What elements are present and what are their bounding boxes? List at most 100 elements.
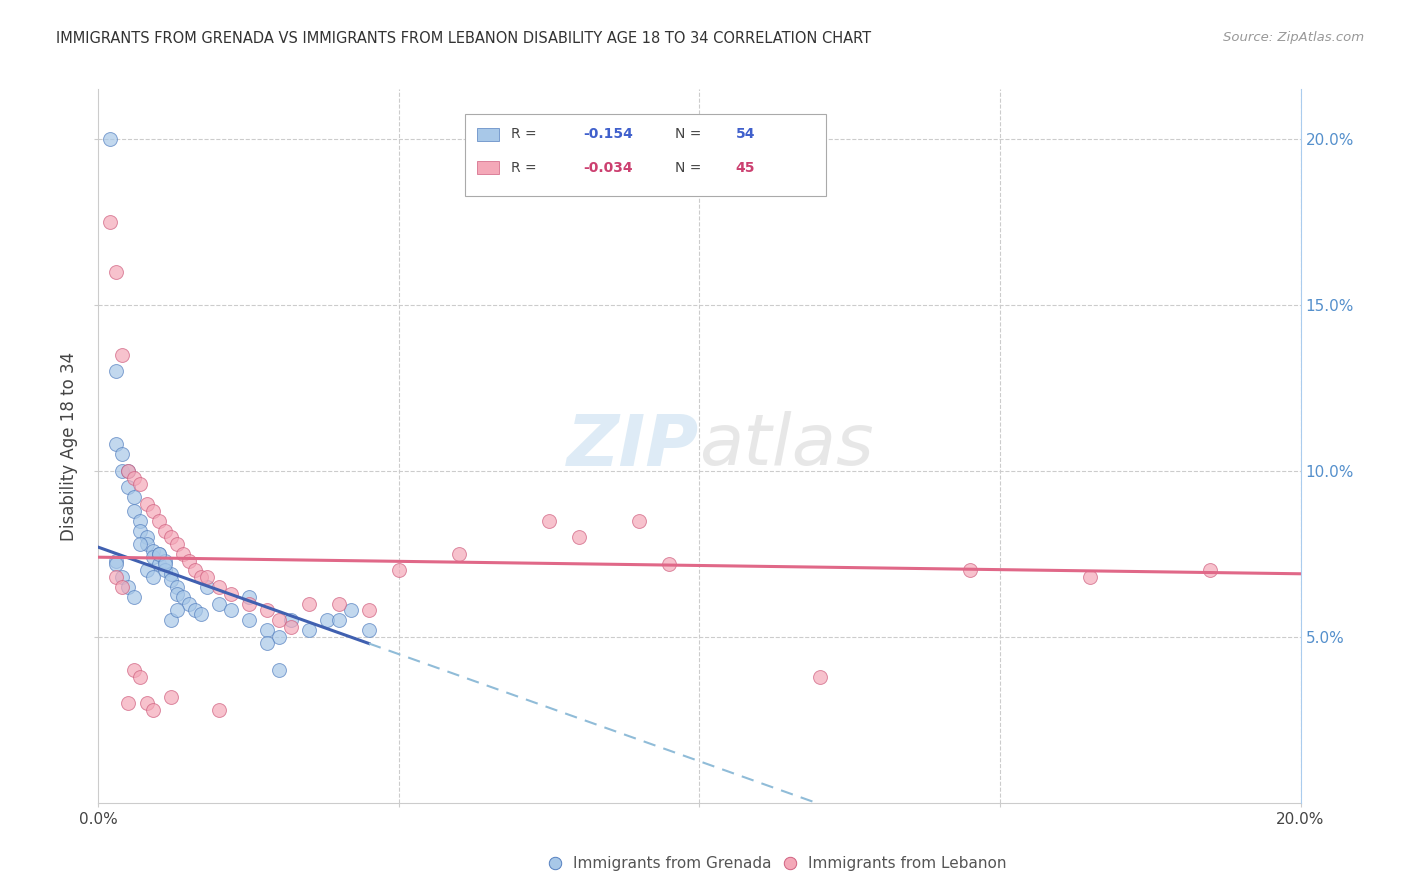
Point — [141, 570, 163, 584]
Point — [117, 464, 139, 478]
Point — [208, 703, 231, 717]
Point — [1078, 570, 1101, 584]
FancyBboxPatch shape — [465, 114, 825, 196]
Text: R =: R = — [510, 128, 541, 141]
Point — [148, 557, 170, 571]
Point — [340, 603, 363, 617]
Point — [298, 624, 321, 638]
Point — [111, 464, 134, 478]
Point — [238, 597, 260, 611]
Point — [148, 547, 170, 561]
Point — [256, 603, 278, 617]
Text: Immigrants from Grenada: Immigrants from Grenada — [574, 856, 772, 871]
Point — [172, 547, 194, 561]
Point — [208, 580, 231, 594]
Text: -0.034: -0.034 — [583, 161, 633, 175]
Point — [124, 504, 146, 518]
Point — [357, 603, 380, 617]
Point — [111, 348, 134, 362]
Point — [328, 597, 350, 611]
Point — [111, 580, 134, 594]
Point — [190, 607, 212, 621]
Point — [135, 530, 157, 544]
Point — [159, 530, 181, 544]
Text: Immigrants from Lebanon: Immigrants from Lebanon — [807, 856, 1007, 871]
Text: 54: 54 — [735, 128, 755, 141]
Point — [105, 570, 128, 584]
Point — [195, 580, 218, 594]
Point — [219, 603, 242, 617]
Point — [105, 364, 128, 378]
FancyBboxPatch shape — [477, 161, 499, 174]
Text: N =: N = — [675, 161, 706, 175]
Point — [177, 597, 200, 611]
Point — [129, 670, 152, 684]
Point — [219, 587, 242, 601]
Point — [280, 613, 302, 627]
Point — [190, 570, 212, 584]
Point — [267, 630, 290, 644]
Point — [538, 514, 561, 528]
Point — [628, 514, 651, 528]
Point — [166, 603, 188, 617]
Point — [100, 132, 122, 146]
Point — [117, 464, 139, 478]
Point — [1199, 564, 1222, 578]
Point — [256, 636, 278, 650]
Point — [267, 613, 290, 627]
Point — [328, 613, 350, 627]
Point — [105, 265, 128, 279]
Text: Source: ZipAtlas.com: Source: ZipAtlas.com — [1223, 31, 1364, 45]
Point — [117, 696, 139, 710]
Point — [135, 537, 157, 551]
Point — [208, 597, 231, 611]
Point — [159, 574, 181, 588]
Point — [129, 524, 152, 538]
Point — [183, 564, 205, 578]
Point — [141, 543, 163, 558]
Y-axis label: Disability Age 18 to 34: Disability Age 18 to 34 — [60, 351, 79, 541]
Point — [357, 624, 380, 638]
Point — [105, 557, 128, 571]
Point — [135, 696, 157, 710]
Point — [166, 587, 188, 601]
Point — [808, 670, 831, 684]
Point — [129, 514, 152, 528]
Point — [124, 590, 146, 604]
Point — [111, 447, 134, 461]
Text: N =: N = — [675, 128, 706, 141]
Text: ZIP: ZIP — [567, 411, 700, 481]
Point — [238, 590, 260, 604]
Point — [159, 613, 181, 627]
Point — [568, 530, 591, 544]
Point — [105, 437, 128, 451]
Point — [124, 663, 146, 677]
Point — [177, 553, 200, 567]
Point — [195, 570, 218, 584]
Point — [148, 514, 170, 528]
Point — [129, 537, 152, 551]
Text: atlas: atlas — [700, 411, 875, 481]
Point — [141, 703, 163, 717]
Point — [256, 624, 278, 638]
Point — [100, 215, 122, 229]
Point — [298, 597, 321, 611]
Text: R =: R = — [510, 161, 541, 175]
Point — [117, 481, 139, 495]
Point — [159, 566, 181, 581]
Point — [315, 613, 337, 627]
Point — [280, 620, 302, 634]
Point — [124, 491, 146, 505]
Text: IMMIGRANTS FROM GRENADA VS IMMIGRANTS FROM LEBANON DISABILITY AGE 18 TO 34 CORRE: IMMIGRANTS FROM GRENADA VS IMMIGRANTS FR… — [56, 31, 872, 46]
Point — [141, 550, 163, 565]
Point — [153, 524, 176, 538]
Point — [153, 553, 176, 567]
Point — [129, 477, 152, 491]
Point — [153, 557, 176, 571]
Point — [658, 557, 681, 571]
Point — [135, 564, 157, 578]
Point — [447, 547, 470, 561]
Text: -0.154: -0.154 — [583, 128, 633, 141]
Text: 45: 45 — [735, 161, 755, 175]
Point — [124, 470, 146, 484]
